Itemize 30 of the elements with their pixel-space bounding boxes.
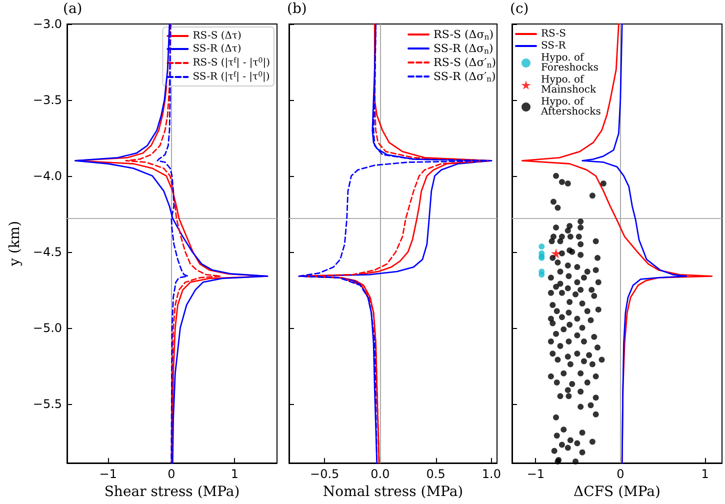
y-tick-label: −3.5 xyxy=(32,92,62,107)
x-axis-title: Nomal stress (MPa) xyxy=(322,484,464,500)
legend-label: SS-R (Δτ) xyxy=(192,44,242,54)
x-tick-label: −1 xyxy=(99,467,117,481)
legend-label: Hypo. of Aftershocks xyxy=(540,96,601,118)
legend-label: RS-S (Δτ) xyxy=(192,30,242,42)
x-tick-label: −1 xyxy=(526,467,545,481)
legend-label: RS-S xyxy=(541,28,566,40)
y-tick-label: −3.0 xyxy=(32,17,62,31)
x-tick-label: 0 xyxy=(616,467,624,481)
chart-title: (b) xyxy=(287,1,307,17)
x-tick-label: 0.5 xyxy=(426,467,446,481)
legend-label: Hypo. of Foreshocks xyxy=(541,52,598,74)
chart-title: (c) xyxy=(510,1,529,17)
x-tick-label: 0 xyxy=(168,467,176,481)
x-tick-label: 1 xyxy=(230,467,238,481)
legend-label: SS-R xyxy=(541,40,566,52)
chart-title: (a) xyxy=(63,1,82,17)
x-tick-label: 0.0 xyxy=(370,467,390,481)
y-tick-label: −4.5 xyxy=(32,244,62,259)
y-tick-label: −4.0 xyxy=(32,168,62,183)
x-axis-title: ΔCFS (MPa) xyxy=(574,484,660,500)
x-tick-label: 1 xyxy=(701,467,709,481)
x-tick-label: −0.5 xyxy=(310,467,340,481)
x-tick-label: 1.0 xyxy=(482,467,502,481)
y-tick-label: −5.5 xyxy=(32,396,62,411)
x-axis-title: Shear stress (MPa) xyxy=(104,484,240,500)
y-tick-label: −5.0 xyxy=(32,320,62,335)
legend-label: Hypo. of Mainshock xyxy=(541,74,598,96)
y-axis-title: y (km) xyxy=(7,220,23,268)
